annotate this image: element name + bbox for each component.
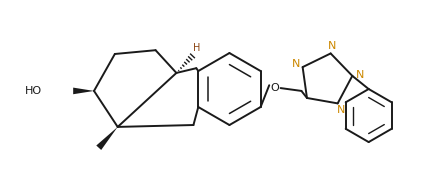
Text: HO: HO — [25, 86, 42, 96]
Text: O: O — [271, 83, 279, 93]
Text: N: N — [356, 70, 364, 80]
Text: N: N — [292, 59, 300, 69]
Text: N: N — [328, 41, 336, 51]
Polygon shape — [73, 88, 94, 94]
Polygon shape — [96, 127, 118, 150]
Text: N: N — [337, 105, 345, 115]
Text: H: H — [192, 43, 200, 53]
